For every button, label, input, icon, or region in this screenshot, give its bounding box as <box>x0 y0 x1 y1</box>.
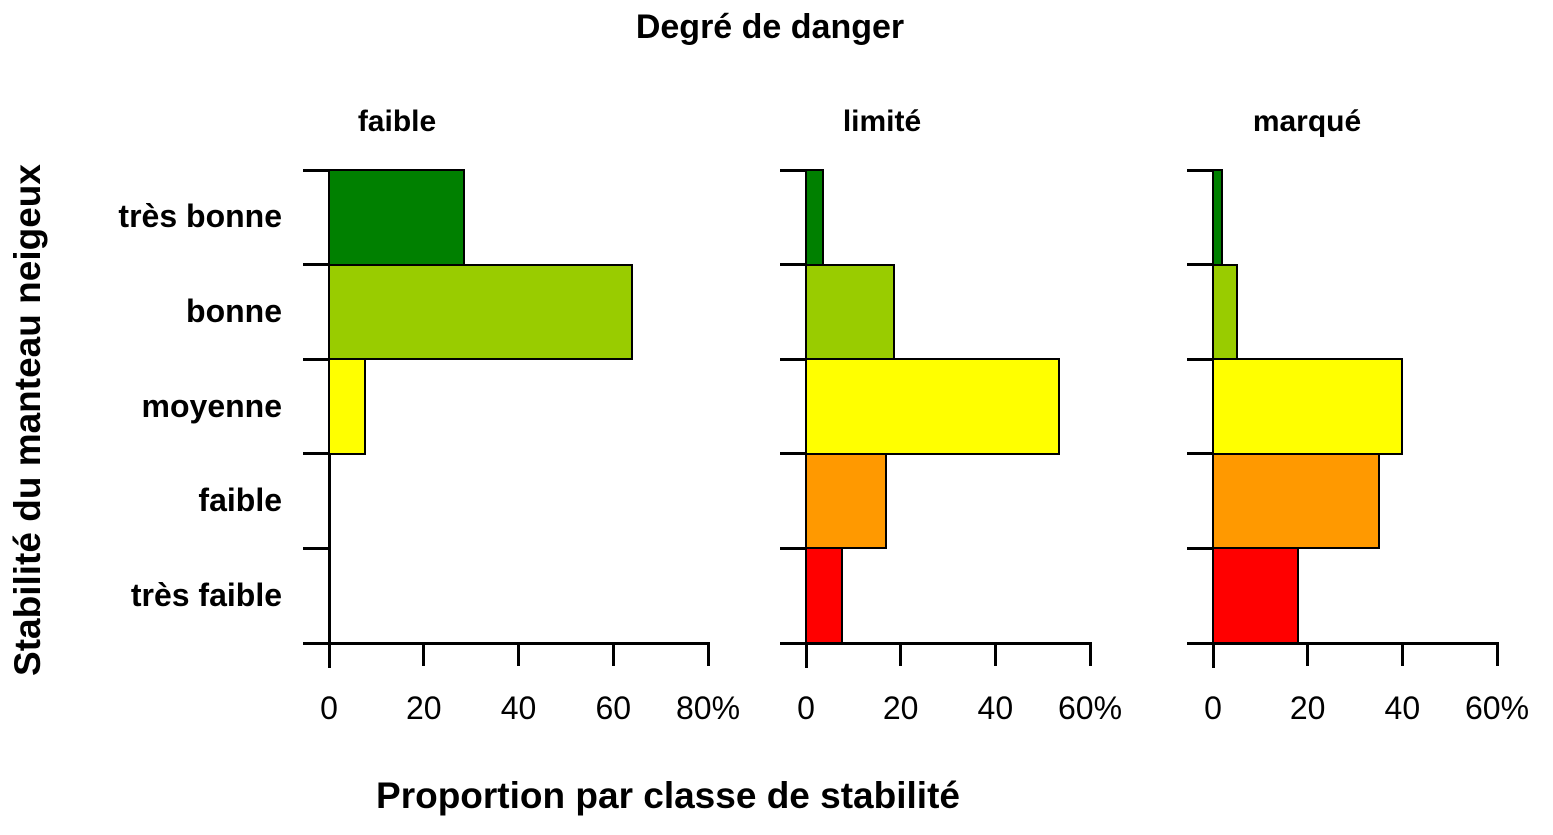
x-tick-label: 20 <box>882 690 919 726</box>
x-tick <box>611 643 615 666</box>
x-tick <box>804 643 808 666</box>
category-tick <box>303 168 329 172</box>
x-tick-label: 0 <box>797 690 815 726</box>
x-axis-line <box>780 641 1092 645</box>
category-tick <box>780 357 806 361</box>
category-tick <box>780 641 806 645</box>
category-tick <box>303 546 329 550</box>
y-category-label: moyenne <box>141 387 282 424</box>
y-category-label: faible <box>198 482 282 519</box>
chart-title: Degré de danger <box>635 8 905 46</box>
bar-faible <box>805 452 888 550</box>
panel-title: limité <box>842 105 922 138</box>
x-tick <box>1088 643 1092 666</box>
category-tick <box>1187 263 1213 267</box>
bar-très-faible <box>805 547 843 644</box>
x-tick <box>1495 643 1499 666</box>
x-tick <box>1400 643 1404 666</box>
y-category-label: très bonne <box>118 198 282 235</box>
category-tick <box>1187 357 1213 361</box>
category-tick <box>780 452 806 456</box>
bar-bonne <box>328 263 634 361</box>
bar-très-bonne <box>1212 169 1224 266</box>
bar-faible <box>1212 452 1380 550</box>
y-category-label: très faible <box>130 576 282 613</box>
bar-moyenne <box>328 358 366 455</box>
x-axis-line <box>303 641 710 645</box>
x-tick-label: 20 <box>405 690 442 726</box>
x-tick-label: 60% <box>1464 690 1530 726</box>
x-axis-title: Proportion par classe de stabilité <box>376 775 960 816</box>
category-tick <box>303 357 329 361</box>
x-tick-label: 0 <box>1204 690 1222 726</box>
category-tick <box>1187 641 1213 645</box>
bar-bonne <box>805 263 895 361</box>
category-tick <box>780 263 806 267</box>
bar-très-bonne <box>328 169 466 266</box>
x-tick <box>517 643 520 666</box>
panel-title: faible <box>357 105 437 138</box>
category-tick <box>1187 452 1213 456</box>
x-tick-label: 60 <box>595 690 632 726</box>
category-tick <box>303 452 329 456</box>
x-axis-line <box>1187 641 1499 645</box>
category-tick <box>1187 168 1213 172</box>
panel-title: marqué <box>1252 105 1362 138</box>
x-tick <box>422 643 426 666</box>
category-tick <box>303 263 329 267</box>
category-tick <box>780 168 806 172</box>
x-tick <box>993 643 997 666</box>
bar-moyenne <box>805 358 1061 455</box>
x-tick <box>327 643 331 666</box>
x-tick <box>706 643 710 666</box>
x-tick-label: 40 <box>1384 690 1421 726</box>
bar-très-bonne <box>805 169 824 266</box>
x-tick <box>899 643 903 666</box>
x-tick <box>1211 643 1215 666</box>
category-tick <box>303 641 329 645</box>
bar-bonne <box>1212 263 1238 361</box>
bar-très-faible <box>1212 547 1300 644</box>
x-tick-label: 20 <box>1289 690 1326 726</box>
category-tick <box>1187 546 1213 550</box>
x-tick <box>1306 643 1310 666</box>
category-tick <box>780 546 806 550</box>
x-tick-label: 0 <box>320 690 338 726</box>
bar-moyenne <box>1212 358 1404 455</box>
y-category-label: bonne <box>186 292 282 329</box>
x-tick-label: 80% <box>675 690 741 726</box>
x-tick-label: 40 <box>500 690 537 726</box>
x-tick-label: 40 <box>977 690 1014 726</box>
x-tick-label: 60% <box>1057 690 1123 726</box>
